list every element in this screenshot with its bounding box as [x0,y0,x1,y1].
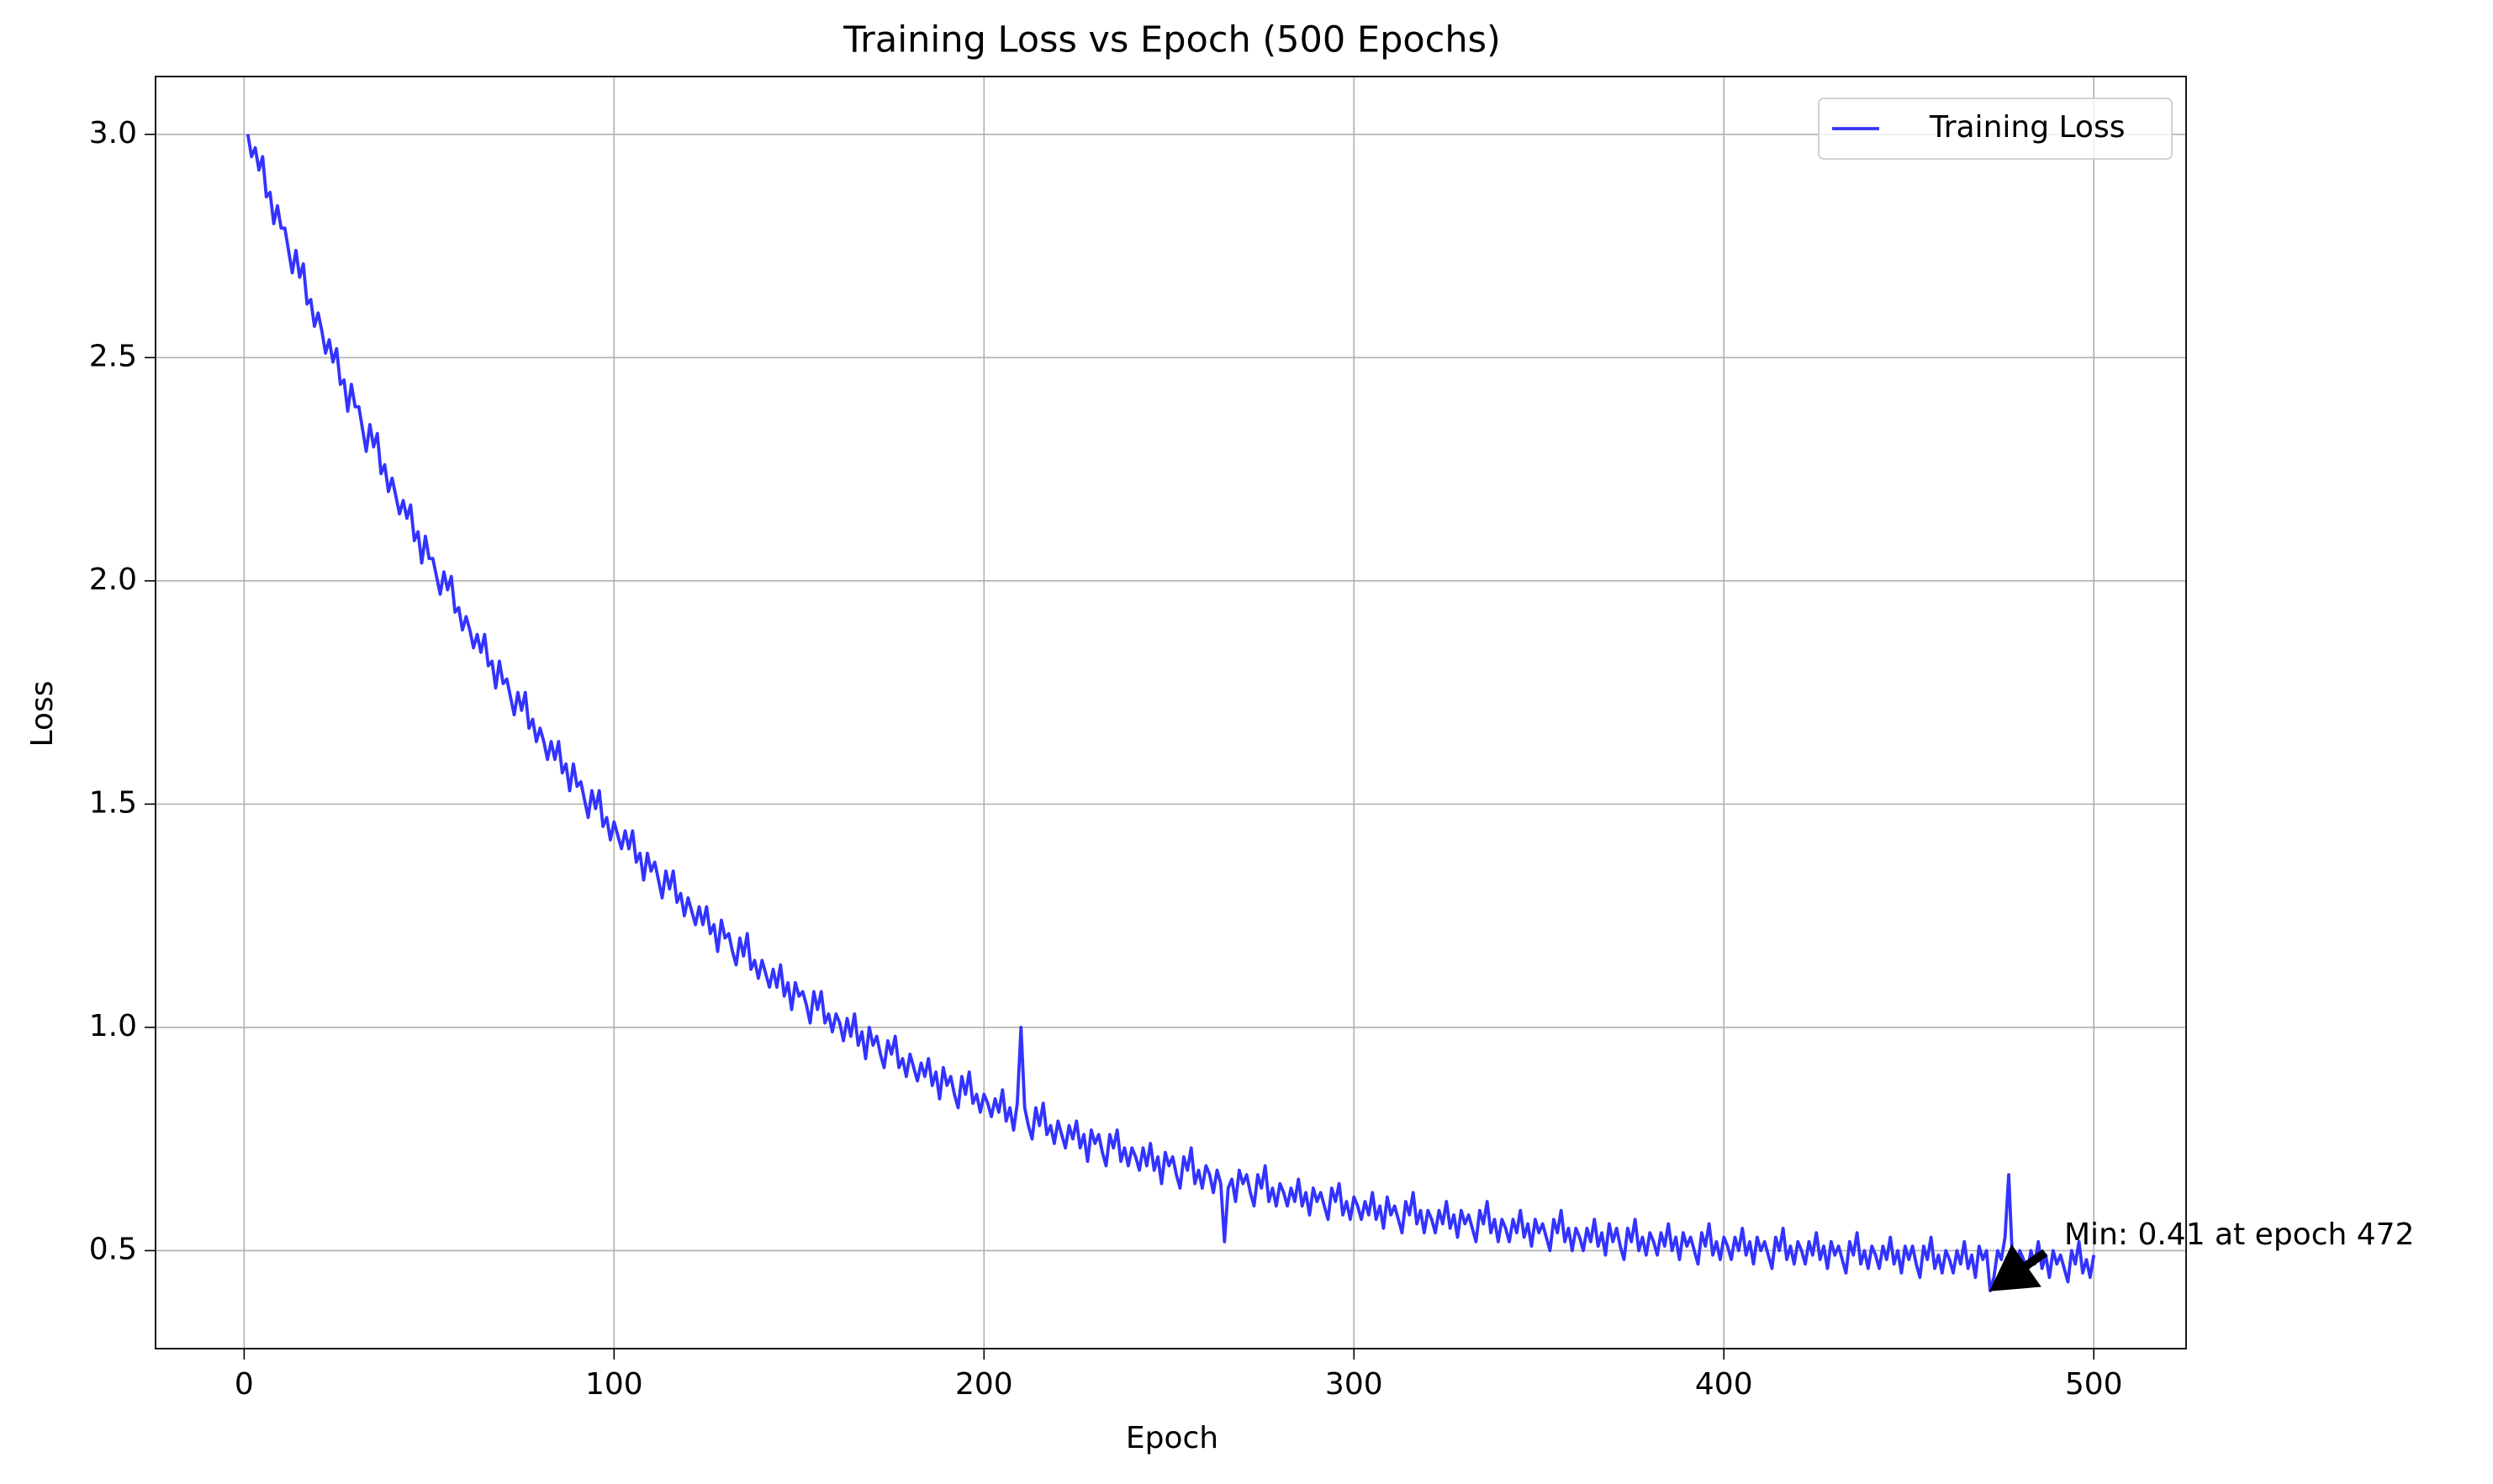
y-tick-label: 1.0 [89,1009,137,1043]
y-tick-label: 0.5 [89,1232,137,1266]
y-tick-label: 1.5 [89,785,137,820]
annotation: Min: 0.41 at epoch 472 [2064,1217,2414,1252]
legend-label: Training Loss [1929,110,2125,145]
plot-frame [155,76,2187,1349]
y-tick-label: 2.5 [89,339,137,373]
x-tick-label: 0 [235,1367,254,1402]
x-axis-label: Epoch [1126,1421,1218,1455]
y-axis-label: Loss [25,681,60,747]
loss-line [246,134,2096,1293]
y-tick-label: 2.0 [89,562,137,597]
annotation-arrow [1989,1244,2048,1291]
legend: Training Loss [1818,98,2173,160]
x-tick-label: 300 [1325,1367,1383,1402]
chart-title: Training Loss vs Epoch (500 Epochs) [842,19,1501,61]
y-tick-label: 3.0 [89,116,137,151]
x-tick-label: 400 [1695,1367,1753,1402]
legend-box [1818,98,2173,160]
x-tick-label: 500 [2065,1367,2123,1402]
x-tick-label: 100 [585,1367,643,1402]
x-tick-label: 200 [955,1367,1013,1402]
